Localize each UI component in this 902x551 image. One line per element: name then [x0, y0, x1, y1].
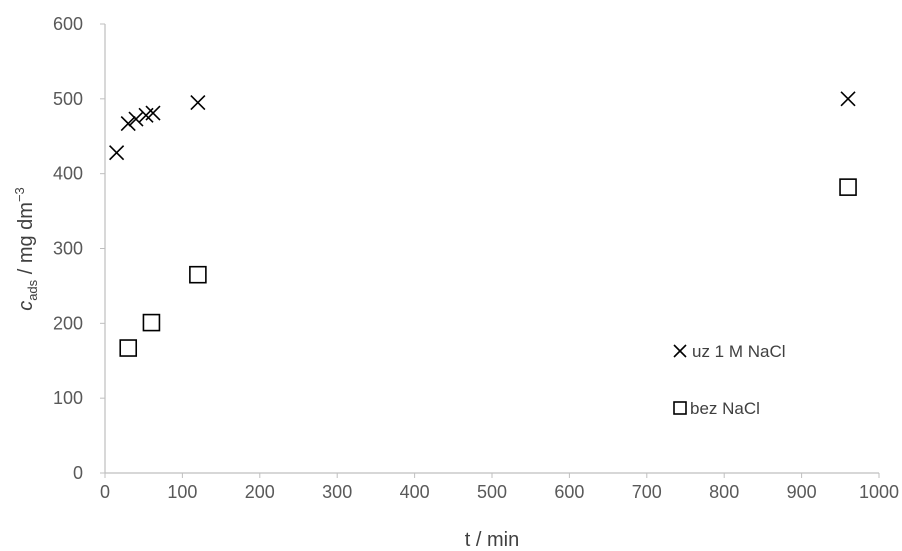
- y-axis-title-subscript: ads: [25, 279, 40, 300]
- data-point-x: [128, 111, 144, 127]
- x-tick-label: 900: [787, 482, 817, 502]
- x-tick-labels: 0 100 200 300 400 500 600 700 800 900 1000: [100, 473, 899, 502]
- x-tick-label: 400: [400, 482, 430, 502]
- legend-label-bez-nacl: bez NaCl: [690, 399, 760, 418]
- data-point-x: [109, 145, 125, 161]
- y-tick-label: 600: [53, 14, 83, 34]
- data-point-square: [119, 339, 138, 357]
- x-tick-label: 0: [100, 482, 110, 502]
- data-marks: [109, 91, 857, 357]
- y-axis-title-superscript: −3: [12, 187, 27, 202]
- data-point-x: [190, 95, 206, 111]
- legend-label-uz-nacl: uz 1 M NaCl: [692, 342, 786, 361]
- y-tick-label: 200: [53, 313, 83, 333]
- legend-marker-square: [673, 401, 687, 415]
- data-point-x: [840, 91, 856, 107]
- y-tick-label: 0: [73, 463, 83, 483]
- x-tick-label: 100: [167, 482, 197, 502]
- x-tick-label: 700: [632, 482, 662, 502]
- y-axis-title: cads / mg dm−3: [12, 187, 40, 311]
- data-point-square: [839, 178, 857, 196]
- y-tick-label: 100: [53, 388, 83, 408]
- data-point-square: [142, 313, 161, 332]
- x-tick-label: 600: [554, 482, 584, 502]
- axes: [104, 24, 879, 474]
- data-point-x: [145, 105, 161, 121]
- y-tick-label: 300: [53, 239, 83, 259]
- x-tick-label: 1000: [859, 482, 899, 502]
- series-bez-nacl: [119, 178, 857, 357]
- x-tick-label: 500: [477, 482, 507, 502]
- data-point-x: [120, 115, 136, 132]
- x-tick-label: 200: [245, 482, 275, 502]
- series-uz-nacl: [109, 91, 856, 161]
- y-tick-label: 500: [53, 89, 83, 109]
- x-tick-label: 800: [709, 482, 739, 502]
- y-axis-title-rest: / mg dm: [15, 202, 37, 280]
- y-tick-labels: 0 100 200 300 400 500 600: [53, 14, 105, 483]
- y-tick-label: 400: [53, 164, 83, 184]
- x-axis-title: t / min: [465, 529, 519, 551]
- legend: uz 1 M NaCl bez NaCl: [673, 342, 786, 418]
- x-tick-label: 300: [322, 482, 352, 502]
- legend-marker-x: [673, 344, 687, 358]
- y-axis-title-symbol: c: [15, 301, 37, 311]
- data-point-square: [189, 265, 207, 284]
